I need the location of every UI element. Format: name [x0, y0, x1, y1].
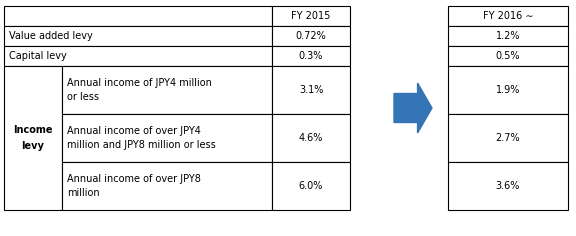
Text: 1.2%: 1.2% — [496, 31, 520, 41]
Bar — [272, 66, 350, 114]
Text: 2.7%: 2.7% — [496, 133, 520, 143]
Bar — [272, 162, 350, 210]
Bar — [4, 66, 62, 210]
Polygon shape — [394, 83, 432, 133]
Text: Capital levy: Capital levy — [9, 51, 67, 61]
Bar — [4, 46, 272, 66]
Text: Income
levy: Income levy — [13, 125, 53, 151]
Text: 0.5%: 0.5% — [496, 51, 520, 61]
Text: Annual income of over JPY4
million and JPY8 million or less: Annual income of over JPY4 million and J… — [67, 126, 216, 150]
Bar — [448, 6, 568, 26]
Text: 6.0%: 6.0% — [299, 181, 323, 191]
Text: 3.1%: 3.1% — [299, 85, 323, 95]
Text: 0.3%: 0.3% — [299, 51, 323, 61]
Text: FY 2016 ∼: FY 2016 ∼ — [483, 11, 533, 21]
Bar — [448, 46, 568, 66]
Bar — [448, 162, 568, 210]
Text: Annual income of JPY4 million
or less: Annual income of JPY4 million or less — [67, 78, 212, 102]
Bar — [448, 114, 568, 162]
Bar — [4, 26, 272, 46]
Bar — [272, 26, 350, 46]
Bar — [272, 114, 350, 162]
Bar — [62, 66, 272, 114]
Bar — [62, 114, 272, 162]
Text: 1.9%: 1.9% — [496, 85, 520, 95]
Text: 3.6%: 3.6% — [496, 181, 520, 191]
Bar — [272, 46, 350, 66]
Bar — [448, 26, 568, 46]
Text: 0.72%: 0.72% — [295, 31, 327, 41]
Text: Annual income of over JPY8
million: Annual income of over JPY8 million — [67, 174, 201, 198]
Text: 4.6%: 4.6% — [299, 133, 323, 143]
Text: FY 2015: FY 2015 — [291, 11, 331, 21]
Bar — [4, 6, 272, 26]
Bar — [272, 6, 350, 26]
Bar — [448, 66, 568, 114]
Bar — [62, 162, 272, 210]
Text: Value added levy: Value added levy — [9, 31, 93, 41]
